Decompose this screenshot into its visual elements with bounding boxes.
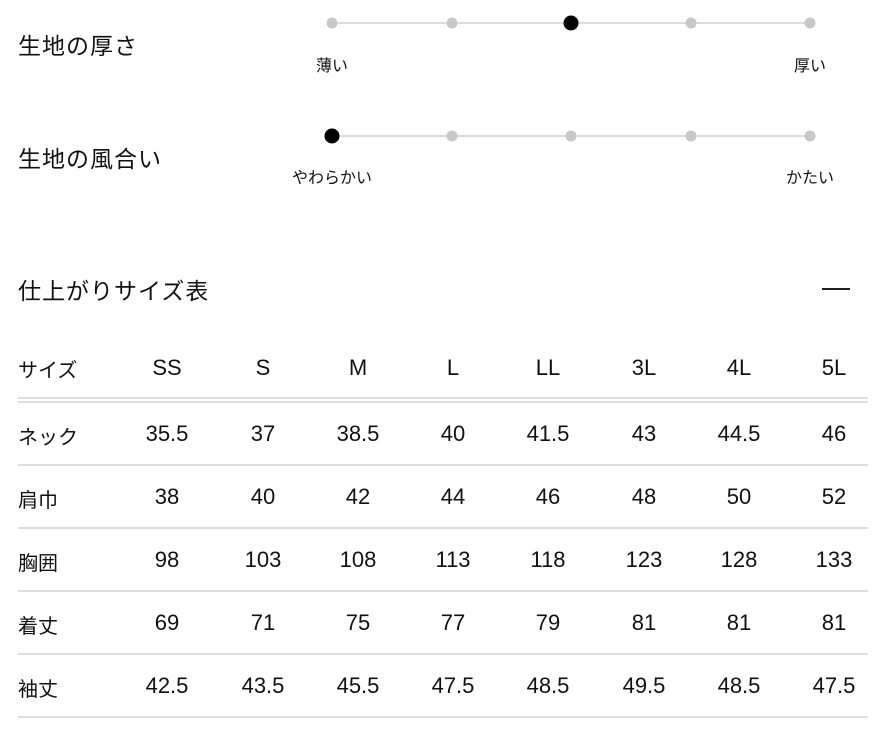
scale-max-label: 厚い <box>793 56 827 75</box>
table-cell: 44.5 <box>717 421 761 446</box>
row-divider <box>18 716 868 718</box>
scale-dot-selected <box>563 15 579 31</box>
table-cell: 123 <box>625 547 663 572</box>
scale-dot <box>685 17 697 29</box>
size-column-header: M <box>348 355 368 380</box>
scale-min-label: 薄い <box>315 56 349 75</box>
table-cell: 98 <box>154 547 180 572</box>
table-cell: 69 <box>154 610 180 635</box>
scale-dot <box>446 17 458 29</box>
table-cell: 50 <box>726 484 752 509</box>
size-header-label: サイズ <box>18 358 78 382</box>
size-column-header: L <box>446 355 460 380</box>
row-label: 袖丈 <box>18 677 58 701</box>
table-cell: 45.5 <box>336 673 380 698</box>
table-cell: 79 <box>535 610 561 635</box>
table-cell: 38 <box>154 484 180 509</box>
size-column-header: 5L <box>821 355 847 380</box>
table-cell: 133 <box>815 547 853 572</box>
table-cell: 81 <box>726 610 752 635</box>
size-column-header: S <box>255 355 271 380</box>
table-cell: 37 <box>250 421 276 446</box>
row-label: 肩巾 <box>18 488 58 512</box>
table-cell: 48.5 <box>717 673 761 698</box>
table-cell: 81 <box>821 610 847 635</box>
table-cell: 35.5 <box>145 421 189 446</box>
table-cell: 48.5 <box>526 673 570 698</box>
scale-max-label: かたい <box>785 168 835 187</box>
table-cell: 38.5 <box>336 421 380 446</box>
size-column-header: SS <box>152 355 182 380</box>
row-divider <box>18 464 868 466</box>
table-cell: 42.5 <box>145 673 189 698</box>
row-divider <box>18 590 868 592</box>
scale-dot <box>446 130 458 142</box>
table-cell: 108 <box>339 547 377 572</box>
table-cell: 103 <box>244 547 282 572</box>
table-cell: 43 <box>631 421 657 446</box>
table-cell: 113 <box>435 547 471 572</box>
scale-dot <box>804 17 816 29</box>
size-column-header: 4L <box>726 355 752 380</box>
scale-dot <box>565 130 577 142</box>
table-cell: 71 <box>250 610 276 635</box>
table-cell: 46 <box>821 421 847 446</box>
scale-title: 生地の厚さ <box>18 34 138 60</box>
table-cell: 40 <box>440 421 466 446</box>
scale-dot <box>326 17 338 29</box>
table-cell: 52 <box>821 484 847 509</box>
table-cell: 75 <box>345 610 371 635</box>
table-cell: 48 <box>631 484 657 509</box>
scale-title: 生地の風合い <box>18 147 162 173</box>
table-cell: 44 <box>440 484 466 509</box>
row-label: 胸囲 <box>18 551 58 575</box>
scale-dot <box>685 130 697 142</box>
scale-dot-selected <box>324 128 340 144</box>
row-divider <box>18 653 868 655</box>
table-cell: 81 <box>631 610 657 635</box>
table-cell: 46 <box>535 484 561 509</box>
table-cell: 47.5 <box>431 673 475 698</box>
row-divider <box>18 527 868 529</box>
size-column-header: 3L <box>631 355 657 380</box>
table-cell: 43.5 <box>241 673 285 698</box>
minus-icon[interactable] <box>822 288 850 290</box>
size-table-title: 仕上がりサイズ表 <box>18 279 210 305</box>
table-cell: 47.5 <box>812 673 856 698</box>
row-label: 着丈 <box>18 614 58 638</box>
header-divider <box>18 397 868 399</box>
table-cell: 49.5 <box>622 673 666 698</box>
size-column-header: LL <box>535 355 561 380</box>
header-divider <box>18 401 868 403</box>
table-cell: 42 <box>345 484 371 509</box>
table-cell: 118 <box>530 547 566 572</box>
table-cell: 40 <box>250 484 276 509</box>
table-cell: 128 <box>720 547 758 572</box>
table-cell: 77 <box>440 610 466 635</box>
table-cell: 41.5 <box>526 421 570 446</box>
row-label: ネック <box>18 425 78 449</box>
scale-dot <box>804 130 816 142</box>
scale-min-label: やわらかい <box>291 168 373 187</box>
